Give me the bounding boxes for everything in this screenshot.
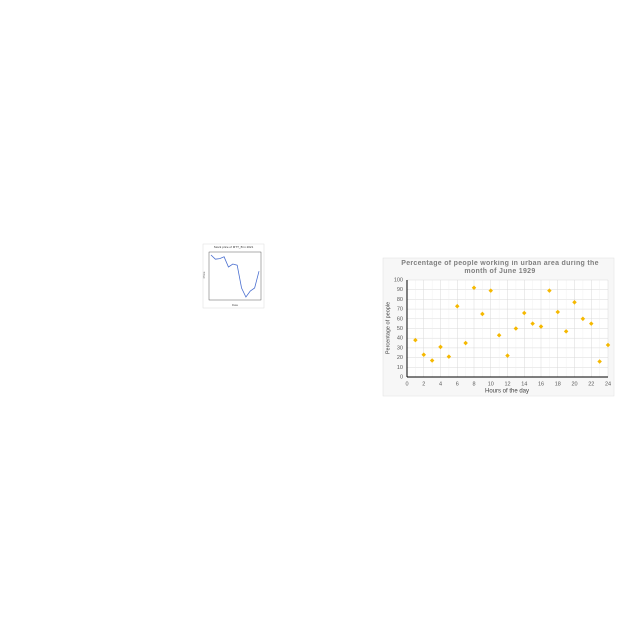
scatter-x-label: Hours of the day: [485, 389, 529, 395]
scatter-point: [505, 353, 510, 358]
scatter-point: [530, 321, 535, 326]
scatter-point: [429, 358, 435, 363]
y-tick-label: 70: [397, 307, 403, 313]
scatter-point: [555, 309, 561, 315]
scatter-title-box: Percentage of people working in urban ar…: [401, 260, 599, 275]
scatter-point: [588, 321, 594, 326]
x-tick-label: 18: [555, 381, 561, 387]
x-tick-label: 16: [538, 381, 544, 387]
y-tick-label: 20: [397, 355, 403, 361]
scatter-point: [454, 303, 460, 309]
scatter-point: [471, 285, 477, 291]
y-tick-label: 40: [397, 336, 403, 342]
line-x-label: Date: [232, 303, 239, 307]
scatter-chart-title: Percentage of people working in urban ar…: [401, 260, 599, 275]
x-tick-label: 8: [472, 381, 475, 387]
y-tick-label: 90: [397, 287, 403, 293]
scatter-point: [446, 354, 452, 359]
line-y-label: Price: [202, 271, 206, 278]
scatter-point: [413, 337, 418, 343]
scatter-point: [488, 288, 494, 293]
scatter-point: [496, 333, 502, 338]
scatter-point: [463, 340, 468, 346]
x-tick-label: 22: [588, 381, 594, 387]
x-tick-label: 2: [422, 381, 425, 387]
scatter-point: [438, 344, 443, 350]
scatter-point: [572, 300, 577, 305]
x-tick-label: 4: [439, 381, 442, 387]
scatter-point: [480, 311, 485, 317]
y-tick-label: 10: [397, 365, 403, 371]
y-tick-label: 100: [394, 277, 403, 283]
plot-area: [208, 251, 262, 301]
x-tick-label: 0: [405, 381, 408, 387]
line-series: [210, 254, 260, 298]
x-tick-label: 14: [521, 381, 527, 387]
y-tick-label: 0: [400, 374, 403, 380]
scatter-point: [580, 316, 586, 322]
y-tick-label: 80: [397, 297, 403, 303]
scatter-point: [538, 324, 544, 329]
y-tick-label: 30: [397, 345, 403, 351]
x-tick-label: 6: [456, 381, 459, 387]
scatter-point: [547, 288, 552, 293]
line-chart-title: Stock price of MTT_B in 2021: [213, 245, 254, 249]
scatter-point: [605, 342, 611, 348]
x-tick-label: 20: [571, 381, 577, 387]
scatter-y-label: Percentage of people: [385, 302, 391, 354]
line-chart-frame: [202, 243, 265, 309]
scatter-point: [513, 326, 519, 331]
x-tick-label: 12: [504, 381, 510, 387]
scatter-point: [563, 329, 569, 334]
y-tick-label: 60: [397, 316, 403, 322]
scatter-point: [521, 310, 527, 316]
y-tick-label: 50: [397, 326, 403, 332]
line-title-box: Stock price of MTT_B in 2021: [213, 245, 254, 249]
x-tick-label: 10: [488, 381, 494, 387]
scatter-point: [421, 352, 427, 357]
x-tick-label: 24: [605, 381, 611, 387]
scatter-point: [597, 359, 602, 364]
